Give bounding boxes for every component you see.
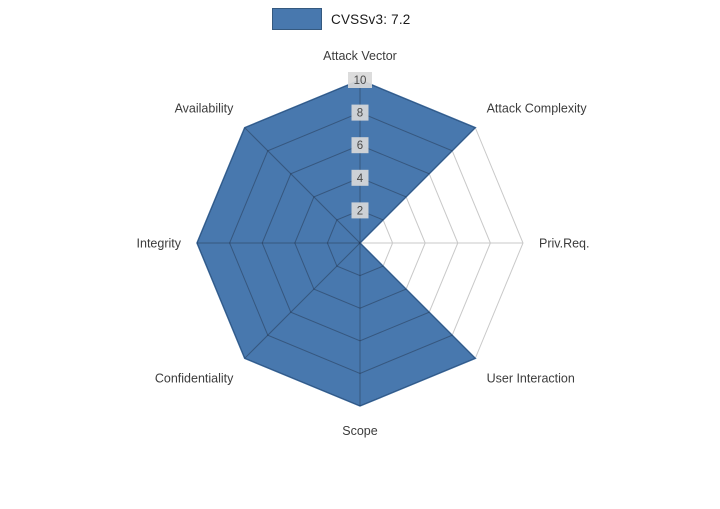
- svg-text:8: 8: [357, 108, 363, 120]
- legend: CVSSv3: 7.2: [272, 8, 411, 30]
- legend-label: CVSSv3: 7.2: [331, 11, 411, 27]
- axis-label: Attack Vector: [323, 49, 397, 63]
- svg-text:4: 4: [357, 173, 364, 185]
- axis-label: Attack Complexity: [487, 101, 588, 115]
- axis-label: Scope: [342, 424, 377, 438]
- axis-label: Priv.Req.: [539, 237, 589, 251]
- axis-label: Availability: [175, 101, 235, 115]
- axis-label: Confidentiality: [155, 372, 234, 386]
- axis-labels: Attack Vector Attack Complexity Priv.Req. U…: [137, 49, 590, 438]
- legend-swatch: [272, 8, 322, 30]
- svg-text:10: 10: [354, 75, 367, 87]
- axis-label: User Interaction: [487, 372, 575, 386]
- radial-tick-labels: 2 4 6 8 10: [348, 72, 372, 219]
- svg-text:2: 2: [357, 205, 363, 217]
- axis-label: Integrity: [137, 237, 182, 251]
- svg-text:6: 6: [357, 140, 363, 152]
- radar-series-polygon: [196, 79, 477, 407]
